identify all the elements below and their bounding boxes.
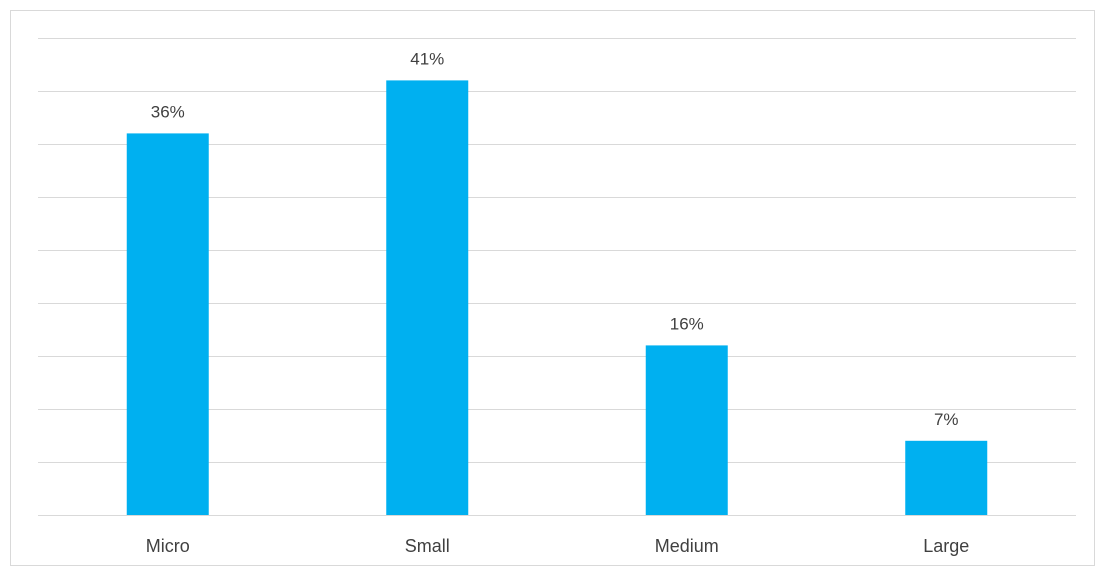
- bar-small: [386, 80, 469, 516]
- data-label-medium: 16%: [670, 314, 704, 333]
- data-label-small: 41%: [410, 49, 444, 68]
- bar-medium: [645, 345, 728, 515]
- gridlines: [38, 38, 1076, 516]
- data-label-large: 7%: [934, 410, 959, 429]
- bar-large: [905, 440, 988, 515]
- data-label-micro: 36%: [151, 102, 185, 121]
- x-tick-label-micro: Micro: [146, 536, 190, 556]
- x-tick-label-medium: Medium: [655, 536, 719, 556]
- data-labels: 36% 41% 16% 7%: [151, 49, 959, 428]
- x-tick-label-small: Small: [405, 536, 450, 556]
- x-axis-tick-labels: Micro Small Medium Large: [146, 536, 970, 556]
- bar-micro: [126, 133, 209, 515]
- bars: [126, 80, 988, 516]
- x-tick-label-large: Large: [923, 536, 969, 556]
